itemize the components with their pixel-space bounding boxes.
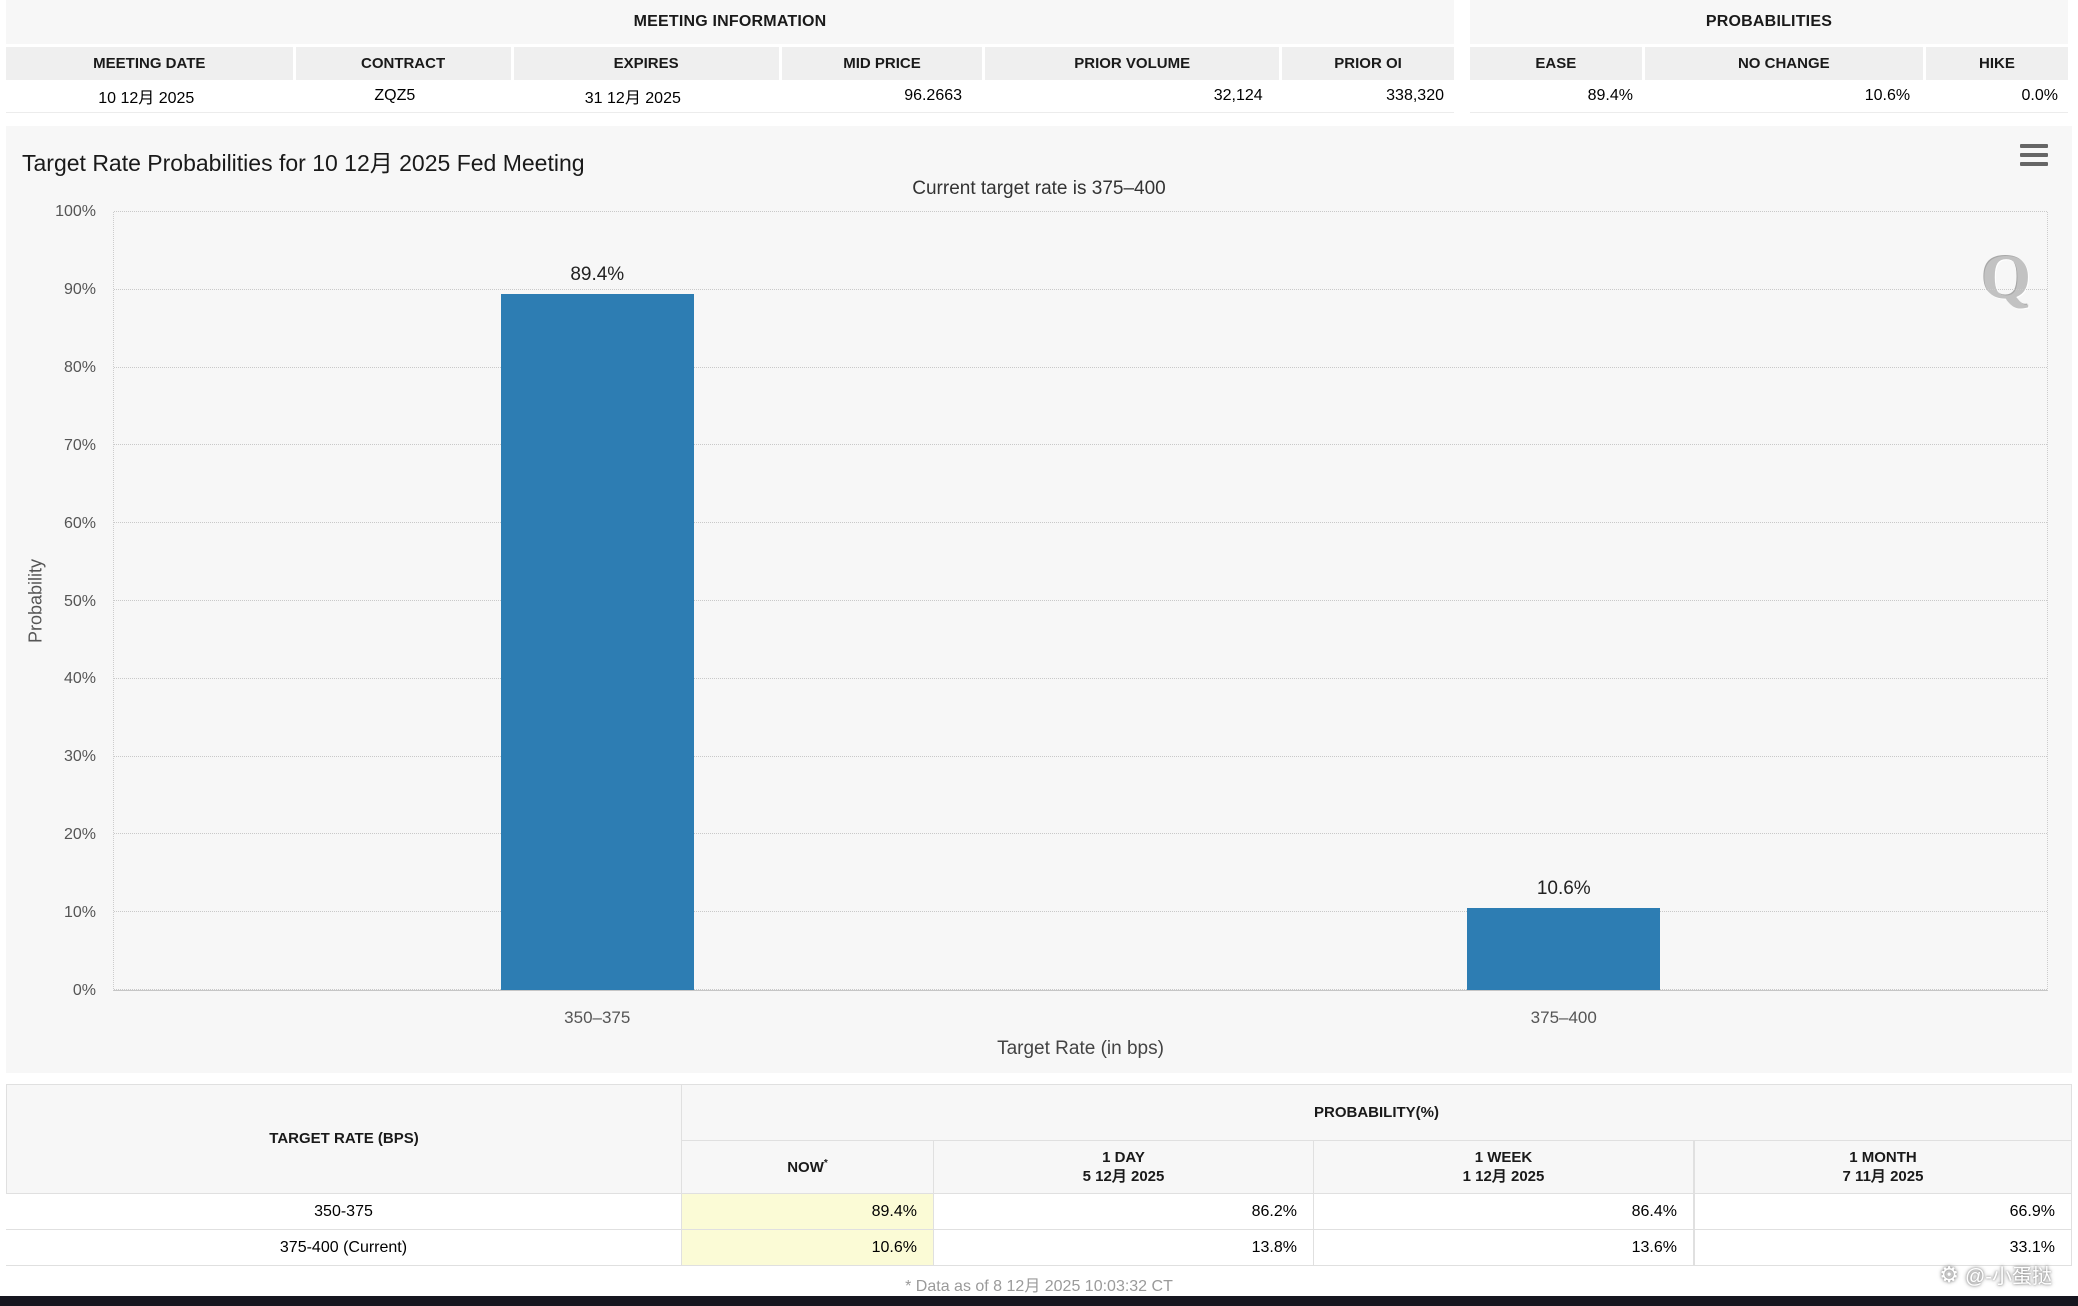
col-header-prior-volume: PRIOR VOLUME <box>985 47 1280 80</box>
probabilities-values: 89.4% 10.6% 0.0% <box>1470 80 2068 113</box>
one-month-label: 1 MONTH <box>1849 1148 1917 1166</box>
bar-value-label: 10.6% <box>1536 877 1591 899</box>
value-no-change: 10.6% <box>1864 87 1911 104</box>
y-tick-label: 50% <box>63 592 96 610</box>
gridline <box>114 366 2047 368</box>
x-category-label: 375–400 <box>1530 1008 1597 1027</box>
data-as-of-footnote: * Data as of 8 12月 2025 10:03:32 CT <box>905 1278 1173 1295</box>
col-header-now: NOW* <box>682 1141 934 1194</box>
y-tick-label: 10% <box>63 904 96 922</box>
credit-watermark: ⚙ @-小蛋挞 <box>1939 1260 2052 1289</box>
col-header-ease: EASE <box>1470 47 1642 80</box>
meeting-information-title: MEETING INFORMATION <box>6 0 1454 44</box>
meeting-information-headers: MEETING DATE CONTRACT EXPIRES MID PRICE … <box>6 47 1454 80</box>
col-header-contract: CONTRACT <box>295 47 511 80</box>
value-meeting-date: 10 12月 2025 <box>98 90 195 107</box>
probabilities-title: PROBABILITIES <box>1470 0 2068 44</box>
col-header-1-month: 1 MONTH 7 11月 2025 <box>1694 1141 2072 1194</box>
col-header-meeting-date: MEETING DATE <box>6 47 293 80</box>
meeting-information-values: 10 12月 2025 ZQZ5 31 12月 2025 96.2663 32,… <box>6 80 1454 113</box>
col-header-target-rate-bps: TARGET RATE (BPS) <box>6 1085 682 1194</box>
bar-value-label: 89.4% <box>570 264 625 286</box>
y-tick-label: 90% <box>63 280 96 298</box>
gridline <box>114 677 2047 679</box>
now-label: NOW <box>787 1158 824 1176</box>
table-row-1day: 86.2% <box>934 1194 1314 1230</box>
table-row-1month: 66.9% <box>1694 1194 2072 1230</box>
table-row-rate: 375-400 (Current) <box>6 1230 682 1266</box>
x-axis-title: Target Rate (in bps) <box>997 1038 1164 1059</box>
table-row-1day: 13.8% <box>934 1230 1314 1266</box>
col-header-1-week: 1 WEEK 1 12月 2025 <box>1314 1141 1694 1194</box>
table-row-1week: 86.4% <box>1314 1194 1694 1230</box>
table-row-now: 89.4% <box>682 1194 934 1230</box>
plot-area: Q Target Rate (in bps) 89.4% 350–375 10.6%… <box>113 211 2048 1059</box>
value-prior-volume: 32,124 <box>1213 87 1263 104</box>
gridline <box>114 755 2047 757</box>
value-mid-price: 96.2663 <box>904 87 963 104</box>
one-week-date: 1 12月 2025 <box>1462 1168 1545 1185</box>
gridline <box>114 444 2047 446</box>
gridline <box>114 522 2047 524</box>
y-tick-label: 0% <box>72 982 96 999</box>
value-ease: 89.4% <box>1587 87 1633 104</box>
col-header-mid-price: MID PRICE <box>781 47 983 80</box>
value-expires: 31 12月 2025 <box>584 90 681 107</box>
y-tick-label: 30% <box>63 748 96 766</box>
col-header-no-change: NO CHANGE <box>1644 47 1923 80</box>
gridline <box>114 833 2047 835</box>
gridline <box>114 911 2047 913</box>
probabilities-panel: PROBABILITIES EASE NO CHANGE HIKE 89.4% … <box>1470 0 2068 113</box>
one-month-date: 7 11月 2025 <box>1842 1168 1924 1185</box>
bar-375–400 <box>1467 907 1661 990</box>
value-contract: ZQZ5 <box>374 87 416 104</box>
bar-350–375 <box>500 294 694 990</box>
bottom-bar <box>0 1296 2078 1306</box>
y-axis-labels: 0% 10% 20% 30% 40% 50% 60% 70% 80% 90% 100% <box>6 203 102 999</box>
col-header-prior-oi: PRIOR OI <box>1282 47 1454 80</box>
gear-icon: ⚙ <box>1939 1261 1960 1287</box>
x-category-label: 350–375 <box>564 1008 631 1027</box>
probabilities-headers: EASE NO CHANGE HIKE <box>1470 47 2068 80</box>
gridline <box>114 288 2047 290</box>
meeting-information-panel: MEETING INFORMATION MEETING DATE CONTRAC… <box>6 0 1454 113</box>
chart-watermark-q: Q <box>1981 241 2031 312</box>
gridline <box>114 211 2047 212</box>
y-tick-label: 40% <box>63 670 96 688</box>
chart-menu-icon[interactable] <box>2020 144 2048 166</box>
table-row-1week: 13.6% <box>1314 1230 1694 1266</box>
chart-subtitle: Current target rate is 375–400 <box>912 178 1166 199</box>
y-tick-label: 60% <box>63 514 96 532</box>
y-tick-label: 20% <box>63 826 96 844</box>
now-asterisk: * <box>823 1157 828 1169</box>
value-hike: 0.0% <box>2021 87 2058 104</box>
gridline <box>114 989 2047 990</box>
gridline <box>114 600 2047 601</box>
col-header-hike: HIKE <box>1925 47 2068 80</box>
y-tick-label: 80% <box>63 358 96 376</box>
one-week-label: 1 WEEK <box>1474 1148 1533 1166</box>
value-prior-oi: 338,320 <box>1386 87 1444 104</box>
one-day-date: 5 12月 2025 <box>1082 1168 1165 1185</box>
target-rate-chart-panel: Target Rate Probabilities for 10 12月 202… <box>6 126 2072 1073</box>
col-header-expires: EXPIRES <box>513 47 779 80</box>
table-row-now: 10.6% <box>682 1230 934 1266</box>
chart-title: Target Rate Probabilities for 10 12月 202… <box>22 150 585 176</box>
col-header-1-day: 1 DAY 5 12月 2025 <box>934 1141 1314 1194</box>
table-row-1month: 33.1% <box>1694 1230 2072 1266</box>
y-tick-label: 70% <box>63 436 96 454</box>
credit-text: @-小蛋挞 <box>1965 1266 2052 1288</box>
y-tick-label: 100% <box>55 203 96 220</box>
group-header-probability: PROBABILITY(%) <box>682 1085 2072 1141</box>
table-row-rate: 350-375 <box>6 1194 682 1230</box>
one-day-label: 1 DAY <box>1102 1148 1145 1166</box>
probability-history-table: TARGET RATE (BPS) PROBABILITY(%) NOW* 1 … <box>6 1084 2072 1266</box>
